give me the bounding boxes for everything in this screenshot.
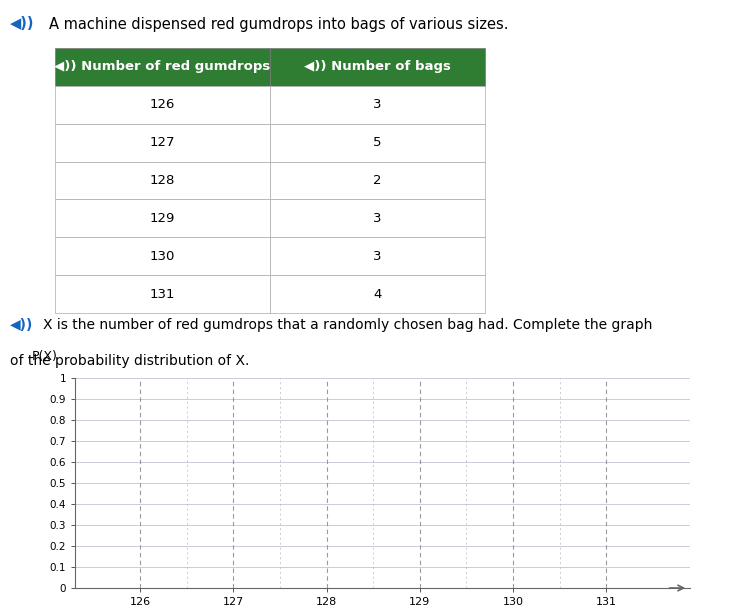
Text: P(X): P(X) — [32, 350, 58, 364]
Text: of the probability distribution of X.: of the probability distribution of X. — [10, 354, 249, 368]
Text: X is the number of red gumdrops that a randomly chosen bag had. Complete the gra: X is the number of red gumdrops that a r… — [43, 318, 652, 332]
Text: ◀)): ◀)) — [10, 318, 34, 332]
Text: ◀)): ◀)) — [10, 17, 34, 31]
Text: A machine dispensed red gumdrops into bags of various sizes.: A machine dispensed red gumdrops into ba… — [49, 17, 509, 31]
X-axis label: X: X — [378, 611, 387, 612]
